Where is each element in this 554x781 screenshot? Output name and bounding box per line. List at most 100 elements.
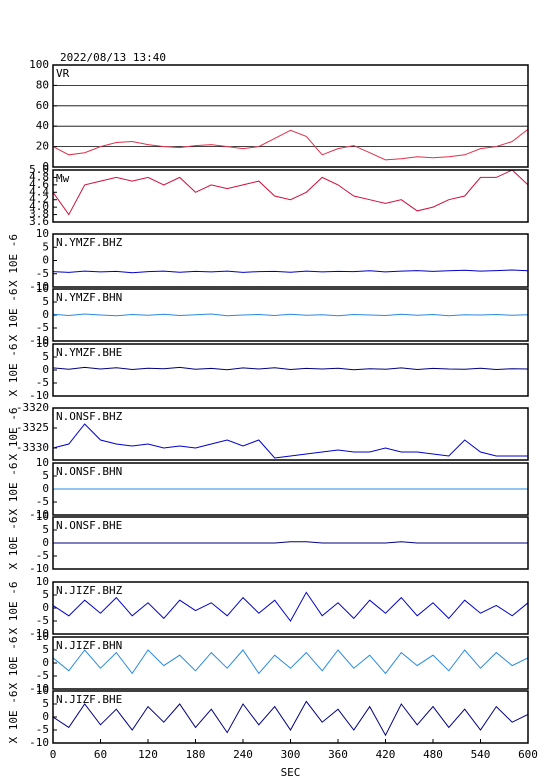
y-tick-label: 4.4 [29, 185, 49, 198]
y-axis-label: X 10E -6 [7, 637, 20, 690]
panel-frame [52, 636, 529, 690]
y-tick-label: 10 [36, 456, 49, 469]
y-tick-label: -10 [29, 627, 49, 640]
y-tick-label: 10 [36, 575, 49, 588]
y-tick-label: 10 [36, 282, 49, 295]
y-tick-label: 10 [36, 227, 49, 240]
x-tick-label: 480 [423, 748, 443, 761]
signal-line [53, 591, 528, 622]
panel-label: N.YMZF.BHE [56, 346, 122, 359]
panel-frame [52, 233, 529, 288]
y-tick-label: 5.0 [29, 163, 49, 176]
y-tick-label: -10 [29, 389, 49, 402]
y-tick-label: -3325 [16, 421, 49, 434]
y-tick-label: -3330 [16, 441, 49, 454]
panel-label: N.ONSF.BHE [56, 519, 122, 532]
y-axis-label: X 10E -6 [7, 691, 20, 744]
y-tick-label: -10 [29, 736, 49, 749]
y-tick-label: -10 [29, 562, 49, 575]
y-tick-label: 40 [36, 119, 49, 132]
y-tick-label: -10 [29, 334, 49, 347]
y-axis-label: X 10E -6 [7, 234, 20, 287]
y-tick-label: 3.6 [29, 215, 49, 228]
panel-label: N.ONSF.BHN [56, 465, 122, 478]
y-tick-label: 0 [42, 710, 49, 723]
signal-line [53, 128, 528, 161]
y-tick-label: -5 [36, 549, 49, 562]
x-tick-label: 540 [471, 748, 491, 761]
signal-line [53, 366, 528, 371]
signal-line [53, 541, 528, 544]
signal-line [53, 313, 528, 317]
y-tick-label: -5 [36, 723, 49, 736]
panel-frame [52, 64, 529, 168]
y-tick-label: 5 [42, 588, 49, 601]
y-tick-label: 3.8 [29, 208, 49, 221]
y-tick-label: 60 [36, 99, 49, 112]
y-tick-label: 0 [42, 254, 49, 267]
signal-line [53, 649, 528, 675]
x-tick-label: 120 [138, 748, 158, 761]
panel-label: N.YMZF.BHN [56, 291, 122, 304]
x-tick-label: 60 [94, 748, 107, 761]
panel-label: N.YMZF.BHZ [56, 236, 123, 249]
x-tick-label: 600 [518, 748, 538, 761]
y-tick-label: -3320 [16, 401, 49, 414]
x-axis-label: SEC [281, 766, 301, 779]
y-tick-label: 0 [42, 363, 49, 376]
y-tick-label: -10 [29, 682, 49, 695]
y-tick-label: 5 [42, 295, 49, 308]
signal-line [53, 170, 528, 216]
panel-frame [52, 690, 529, 744]
y-tick-label: 4.6 [29, 178, 49, 191]
y-tick-label: 20 [36, 140, 49, 153]
y-axis-label: X 10E -6 [7, 289, 20, 342]
y-tick-label: 0 [42, 160, 49, 173]
x-tick-label: 240 [233, 748, 253, 761]
y-tick-label: 5 [42, 643, 49, 656]
y-tick-label: 4.0 [29, 200, 49, 213]
y-tick-label: 4.8 [29, 170, 49, 183]
y-axis-label: X 10E -6 [7, 517, 20, 570]
y-tick-label: 0 [42, 656, 49, 669]
y-tick-label: -10 [29, 280, 49, 293]
y-axis-label: X 10E -6 [7, 582, 20, 635]
panel-frame [52, 169, 529, 223]
y-tick-label: 10 [36, 684, 49, 697]
signal-line [53, 423, 528, 459]
panel-frame [52, 288, 529, 342]
y-tick-label: -5 [36, 614, 49, 627]
y-tick-label: 0 [42, 601, 49, 614]
y-tick-label: 100 [29, 58, 49, 71]
y-tick-label: -5 [36, 669, 49, 682]
panel-label: N.JIZF.BHN [56, 639, 122, 652]
y-tick-label: -10 [29, 508, 49, 521]
y-tick-label: -5 [36, 495, 49, 508]
y-tick-label: 80 [36, 78, 49, 91]
y-tick-label: -5 [36, 376, 49, 389]
y-tick-label: 5 [42, 523, 49, 536]
x-tick-label: 180 [186, 748, 206, 761]
panel-frame [52, 581, 529, 635]
y-tick-label: 10 [36, 630, 49, 643]
panel-frame [52, 462, 529, 516]
panel-label: N.JIZF.BHE [56, 693, 122, 706]
y-tick-label: 5 [42, 240, 49, 253]
y-tick-label: 0 [42, 482, 49, 495]
y-tick-label: 10 [36, 510, 49, 523]
panel-label: VR [56, 67, 70, 80]
y-tick-label: -5 [36, 321, 49, 334]
panel-frame [52, 516, 529, 570]
y-axis-label: X 10E -6 [7, 463, 20, 516]
x-tick-label: 300 [281, 748, 301, 761]
x-tick-label: 0 [50, 748, 57, 761]
y-tick-label: 5 [42, 469, 49, 482]
x-tick-label: 420 [376, 748, 396, 761]
y-tick-label: 4.2 [29, 193, 49, 206]
panel-label: N.ONSF.BHZ [56, 410, 123, 423]
y-tick-label: 5 [42, 350, 49, 363]
y-tick-label: 5 [42, 697, 49, 710]
y-tick-label: 10 [36, 337, 49, 350]
chart-title: 2022/08/13 13:40 [60, 51, 166, 64]
